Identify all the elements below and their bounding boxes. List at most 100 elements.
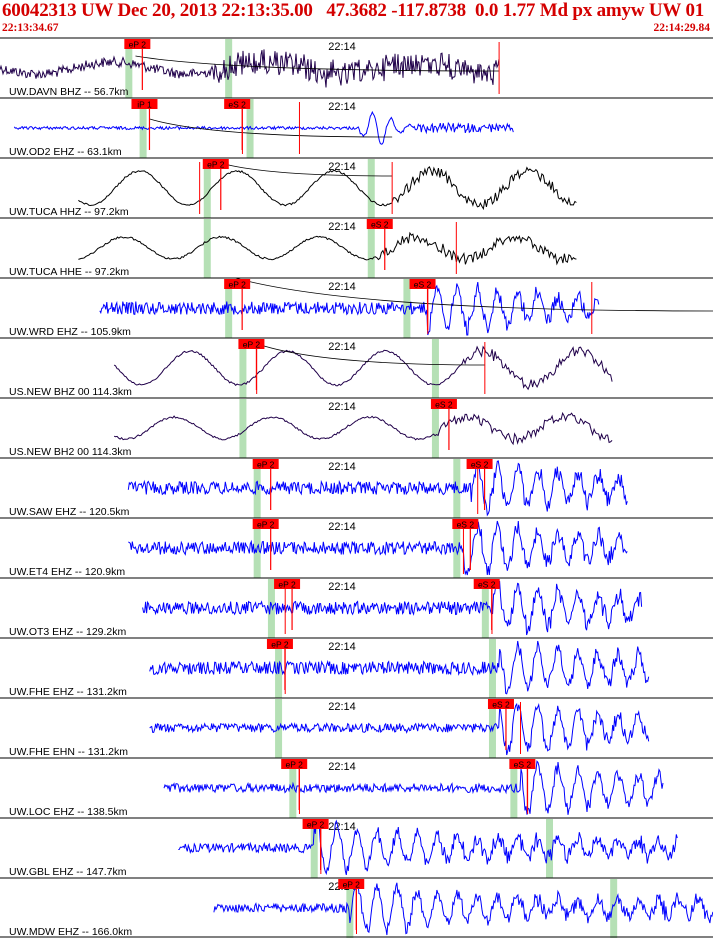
- station-label: UW.ET4 EHZ -- 120.9km: [9, 566, 125, 578]
- waveform: [178, 819, 678, 876]
- waveform: [113, 345, 613, 391]
- trace-panel: 22:14 eP 2 eS 2 UW.ET4 EHZ -- 120.9km: [0, 517, 713, 578]
- pick-window: [289, 759, 297, 818]
- pick-window: [225, 39, 233, 98]
- pick-window: [431, 399, 439, 458]
- start-time: 22:13:34.67: [2, 22, 59, 34]
- station-label: UW.FHE EHZ -- 131.2km: [9, 686, 127, 698]
- trace-panel: 22:14 iP 1 eS 2 UW.OD2 EHZ -- 63.1km: [0, 97, 713, 158]
- pick-box: [224, 99, 251, 109]
- pick-label: eS 2: [228, 100, 246, 110]
- waveform: [13, 110, 514, 145]
- trace-panel: 22:14 eS 2 UW.FHE EHN -- 131.2km: [0, 697, 713, 758]
- trace-panel: 22:14 eP 2 eS 2 UW.WRD EHZ -- 105.9km: [0, 277, 713, 338]
- minute-marker-label: 22:14: [328, 41, 356, 53]
- pick-box: [409, 279, 436, 289]
- pick-box: [302, 819, 329, 829]
- pick-box: [266, 639, 293, 649]
- minute-marker-label: 22:14: [328, 101, 356, 113]
- station-label: UW.OD2 EHZ -- 63.1km: [9, 146, 122, 158]
- minute-marker-label: 22:14: [328, 761, 356, 773]
- arrival-curve: [249, 340, 485, 366]
- header: 60042313 UW Dec 20, 2013 22:13:35.00 47.…: [0, 0, 713, 38]
- pick-box: [509, 759, 536, 769]
- station-label: US.NEW BH2 00 114.3km: [9, 446, 132, 458]
- pick-label: eS 2: [492, 700, 510, 710]
- pick-label: eP 2: [286, 760, 304, 770]
- pick-label: eS 2: [414, 280, 432, 290]
- trace-panel: 22:14 eP 2 US.NEW BHZ 00 114.3km: [0, 337, 713, 398]
- minute-marker-label: 22:14: [328, 401, 356, 413]
- station-label: UW.TUCA HHZ -- 97.2km: [9, 206, 129, 218]
- end-time: 22:14:29.84: [653, 22, 710, 34]
- waveform: [127, 459, 628, 517]
- arrival-curve: [213, 160, 393, 177]
- pick-label: eP 2: [257, 520, 275, 530]
- pick-box: [252, 519, 279, 529]
- waveform: [213, 880, 713, 936]
- pick-box: [338, 879, 365, 889]
- pick-box: [202, 159, 229, 169]
- trace-panel: 22:14 eS 2 UW.TUCA HHE -- 97.2km: [0, 217, 713, 278]
- station-label: UW.OT3 EHZ -- 129.2km: [9, 626, 127, 638]
- pick-window: [546, 819, 554, 878]
- trace-panel: 22:14 eP 2 eS 2 UW.OT3 EHZ -- 129.2km: [0, 577, 713, 638]
- station-label: UW.WRD EHZ -- 105.9km: [9, 326, 131, 338]
- pick-label: eS 2: [478, 580, 496, 590]
- waveform: [149, 640, 650, 695]
- pick-window: [125, 39, 133, 98]
- pick-window: [610, 879, 618, 938]
- pick-window: [203, 159, 211, 218]
- pick-label: eP 2: [228, 280, 246, 290]
- waveform: [113, 411, 613, 446]
- minute-marker-label: 22:14: [328, 701, 356, 713]
- arrival-curve: [149, 118, 393, 138]
- minute-marker-label: 22:14: [328, 821, 356, 833]
- station-label: UW.TUCA HHE -- 97.2km: [9, 266, 129, 278]
- pick-label: eS 2: [371, 220, 389, 230]
- pick-window: [367, 159, 375, 218]
- pick-window: [346, 879, 354, 938]
- pick-box: [281, 759, 308, 769]
- pick-window: [267, 579, 275, 638]
- pick-label: eP 2: [343, 880, 361, 890]
- pick-label: eP 2: [271, 640, 289, 650]
- waveform: [163, 760, 664, 815]
- pick-window: [431, 339, 439, 398]
- pick-window: [203, 219, 211, 278]
- pick-label: eP 2: [257, 460, 275, 470]
- trace-panel: 22:14 eP 2 eS 2 UW.SAW EHZ -- 120.5km: [0, 457, 713, 518]
- pick-window: [253, 459, 261, 518]
- minute-marker-label: 22:14: [328, 281, 356, 293]
- pick-box: [131, 99, 158, 109]
- minute-marker-label: 22:14: [328, 341, 356, 353]
- pick-window: [510, 759, 518, 818]
- minute-marker-label: 22:14: [328, 221, 356, 233]
- pick-box: [366, 219, 393, 229]
- trace-panel: 22:14 eP 2 eS 2 UW.LOC EHZ -- 138.5km: [0, 757, 713, 818]
- pick-label: eS 2: [514, 760, 532, 770]
- minute-marker-label: 22:14: [328, 641, 356, 653]
- minute-marker-label: 22:14: [328, 521, 356, 533]
- event-title: 60042313 UW Dec 20, 2013 22:13:35.00 47.…: [2, 0, 713, 21]
- pick-label: eS 2: [435, 400, 453, 410]
- pick-label: eP 2: [278, 580, 296, 590]
- station-label: UW.SAW EHZ -- 120.5km: [9, 506, 130, 518]
- trace-panel: 22:14 eP 2 UW.FHE EHZ -- 131.2km: [0, 637, 713, 698]
- pick-label: eP 2: [207, 160, 225, 170]
- pick-box: [224, 279, 251, 289]
- station-label: US.NEW BHZ 00 114.3km: [9, 386, 132, 398]
- pick-window: [488, 639, 496, 698]
- station-label: UW.GBL EHZ -- 147.7km: [9, 866, 127, 878]
- pick-window: [239, 339, 247, 398]
- pick-label: eS 2: [457, 520, 475, 530]
- pick-label: eP 2: [307, 820, 325, 830]
- minute-marker-label: 22:14: [328, 161, 356, 173]
- pick-box: [452, 519, 479, 529]
- station-label: UW.FHE EHN -- 131.2km: [9, 746, 128, 758]
- pick-window: [481, 579, 489, 638]
- pick-box: [466, 459, 493, 469]
- station-label: UW.DAVN BHZ -- 56.7km: [9, 86, 129, 98]
